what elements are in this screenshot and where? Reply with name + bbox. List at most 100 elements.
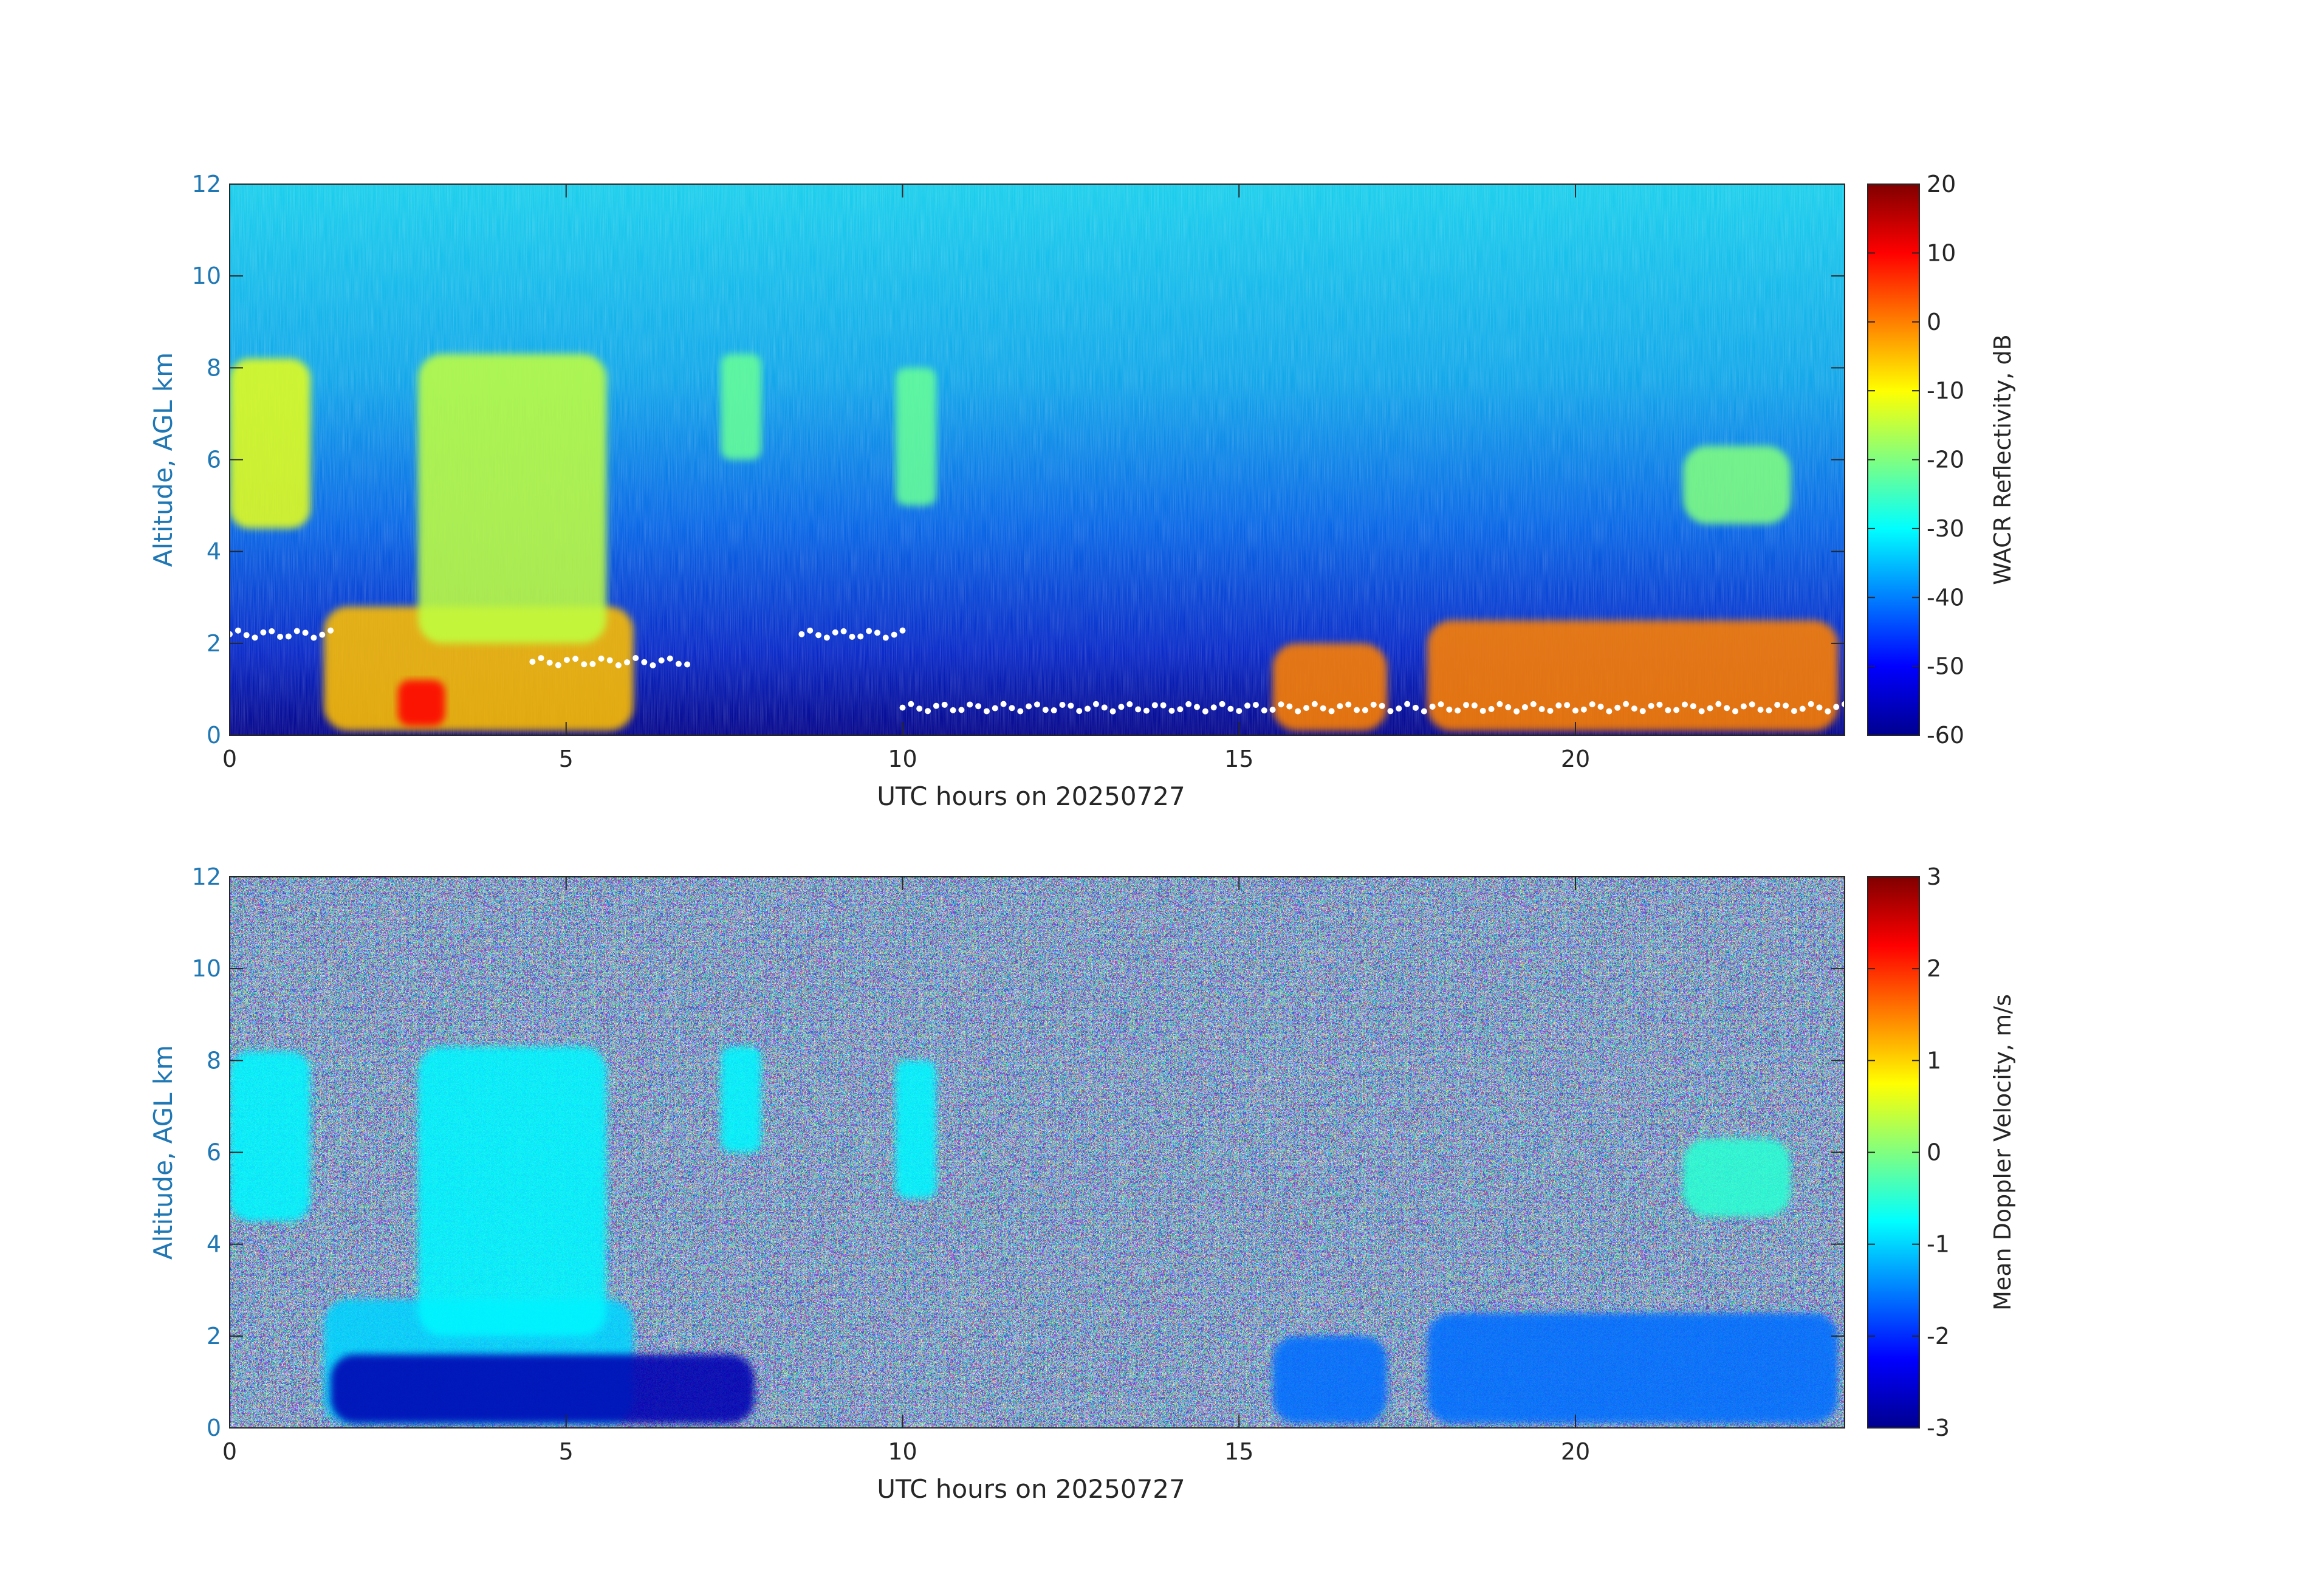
cloud-base-point [1463, 702, 1470, 708]
echo-feature-4 [721, 354, 761, 460]
cloud-base-point [1219, 701, 1225, 707]
echo-feature-3 [418, 1046, 607, 1336]
cloud-base-point [1496, 701, 1503, 707]
cloud-base-point [1185, 701, 1192, 707]
cloud-base-point [1143, 707, 1150, 714]
cloud-base-point [1513, 708, 1520, 715]
cloud-base-point [1362, 707, 1368, 713]
cloud-base-point [624, 659, 631, 665]
colorbar-tick-label: 2 [1927, 955, 1941, 982]
cloud-base-point [1311, 701, 1318, 707]
x-tick-label: 15 [1224, 746, 1253, 772]
y-tick-label: 10 [192, 262, 221, 289]
cloud-base-point [916, 705, 923, 712]
colorbar-tick-label: -20 [1927, 447, 1964, 473]
colorbar-tick-label: 0 [1927, 309, 1941, 335]
colorbar-tick-label: -10 [1927, 377, 1964, 404]
cloud-base-point [840, 628, 847, 634]
cloud-base-point [866, 628, 872, 634]
cloud-base-point [632, 655, 639, 662]
cloud-base-point [1101, 704, 1108, 711]
cloud-base-point [815, 632, 822, 639]
cloud-base-point [1017, 708, 1024, 715]
cloud-base-point [1808, 701, 1814, 707]
cloud-base-point [319, 631, 326, 638]
plot-area [230, 184, 1845, 735]
cloud-base-point [1690, 703, 1696, 710]
colorbar-tick-label: 20 [1927, 171, 1956, 197]
colorbar-tick-label: 10 [1927, 239, 1956, 266]
y-tick-label: 8 [207, 354, 221, 381]
colorbar-tick-label: -3 [1927, 1415, 1950, 1441]
cloud-base-point [1244, 702, 1251, 709]
cloud-base-point [581, 661, 588, 668]
cloud-base-point [1009, 705, 1015, 712]
x-axis-label: UTC hours on 20250727 [877, 1474, 1185, 1504]
cloud-base-point [1303, 705, 1309, 712]
cloud-base-point [1034, 701, 1040, 708]
cloud-base-point [235, 627, 241, 634]
cloud-base-point [538, 655, 544, 662]
cloud-base-point [1295, 708, 1301, 715]
cloud-base-point [899, 627, 906, 634]
cloud-base-point [572, 656, 579, 662]
cloud-base-point [1614, 704, 1621, 711]
colorbar-tick-label: 3 [1927, 863, 1941, 890]
cloud-base-point [925, 708, 931, 715]
colorbar-tick-label: 1 [1927, 1047, 1941, 1074]
echo-feature-2 [331, 1354, 755, 1424]
cloud-base-point [1068, 702, 1074, 709]
cloud-base-point [260, 629, 267, 636]
cloud-base-point [1580, 706, 1587, 713]
cloud-base-point [1278, 701, 1284, 708]
colorbar-tick-label: 0 [1927, 1139, 1941, 1166]
cloud-base-point [950, 707, 956, 713]
cloud-base-point [1606, 708, 1613, 715]
cloud-base-point [1126, 701, 1133, 707]
x-tick-label: 20 [1561, 1438, 1590, 1465]
cloud-base-point [983, 708, 990, 715]
colorbar-gradient [1867, 184, 1920, 736]
cloud-base-point [1252, 702, 1259, 708]
cloud-base-point [675, 660, 682, 667]
cloud-base-point [849, 633, 855, 640]
echo-feature-6 [1272, 643, 1387, 731]
cloud-base-point [1404, 701, 1411, 707]
cloud-base-point [598, 655, 605, 662]
cloud-base-point [650, 662, 656, 668]
cloud-base-point [658, 657, 665, 664]
x-tick-label: 20 [1561, 746, 1590, 772]
colorbar-tick-label: -60 [1927, 722, 1964, 749]
cloud-base-point [807, 627, 814, 634]
y-axis-label: Altitude, AGL km [148, 1045, 178, 1260]
cloud-base-point [1564, 702, 1571, 708]
cloud-base-point [1160, 702, 1167, 708]
cloud-base-point [1085, 705, 1091, 712]
cloud-base-point [1479, 707, 1486, 714]
cloud-base-point [1757, 707, 1764, 713]
echo-feature-5 [896, 1060, 936, 1199]
cloud-base-point [302, 629, 309, 636]
cloud-base-point [1379, 702, 1385, 709]
cloud-base-point [1825, 708, 1831, 715]
cloud-base-point [1194, 704, 1201, 710]
cloud-base-point [1597, 704, 1604, 710]
x-axis-label: UTC hours on 20250727 [877, 781, 1185, 811]
cloud-base-point [958, 707, 965, 713]
echo-feature-6 [1272, 1336, 1387, 1424]
echo-feature-4 [721, 1046, 761, 1153]
cloud-base-point [1337, 703, 1343, 710]
colorbar-tick-label: -1 [1927, 1231, 1950, 1258]
x-tick-label: 10 [888, 746, 917, 772]
y-tick-label: 0 [207, 722, 221, 749]
cloud-base-point [555, 662, 561, 668]
y-tick-label: 8 [207, 1047, 221, 1074]
cloud-base-point [1438, 701, 1444, 708]
cloud-base-point [641, 659, 648, 665]
cloud-base-point [1177, 706, 1184, 713]
cloud-base-point [1135, 706, 1142, 713]
x-tick-label: 5 [559, 1438, 574, 1465]
cloud-base-point [1648, 702, 1654, 709]
cloud-base-point [684, 661, 691, 668]
